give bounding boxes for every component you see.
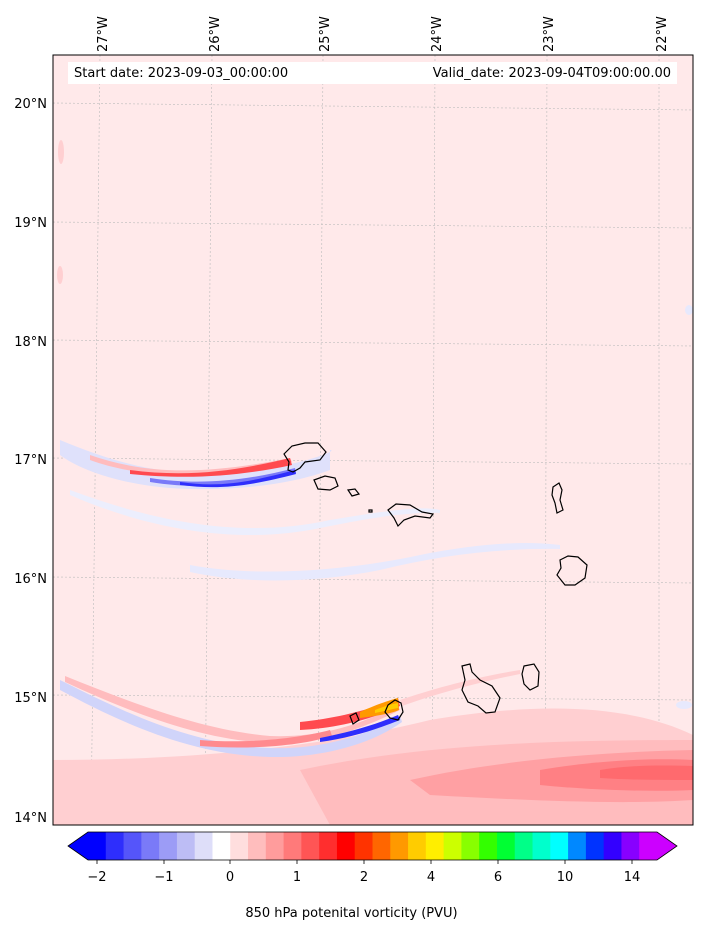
island-santa-luzia (346, 488, 361, 497)
colorbar-segment (248, 832, 267, 860)
coastlines (283, 442, 588, 725)
date-info-box: Start date: 2023-09-03_00:00:00 Valid_da… (68, 62, 677, 84)
lon-label: 23°W (542, 16, 557, 52)
colorbar-tick-label: 10 (556, 870, 574, 885)
colorbar-segment (550, 832, 569, 860)
colorbar-segment (585, 832, 605, 860)
island-sao-nicolau (368, 503, 435, 528)
colorbar-segment (176, 832, 196, 860)
colorbar-outline (67, 831, 678, 861)
colorbar-title: 850 hPa potenital vorticity (PVU) (245, 906, 458, 921)
pv-band-north (60, 440, 560, 581)
colorbar-segment (496, 832, 516, 860)
colorbar-segment (230, 832, 249, 860)
map-background (53, 55, 693, 825)
lat-label: 17°N (14, 453, 47, 468)
colorbar-segment (301, 832, 320, 860)
island-fogo (384, 699, 404, 721)
pv-speckles (57, 140, 693, 709)
colorbar-over-arrow (657, 832, 677, 860)
colorbar-segment (443, 832, 462, 860)
colorbar-segment (212, 832, 231, 860)
colorbar-segment (319, 832, 338, 860)
valid-date-text: Valid_date: 2023-09-04T09:00:00.00 (432, 66, 671, 81)
colorbar-segment (88, 832, 107, 860)
colorbar-segment (514, 832, 534, 860)
colorbar-tick-label: 2 (359, 870, 369, 885)
colorbar-segment (123, 832, 142, 860)
island-santiago (461, 663, 501, 714)
colorbar-segment (461, 832, 480, 860)
lon-label: 25°W (318, 16, 333, 52)
colorbar-tick-label: −1 (154, 870, 174, 885)
colorbar-under-arrow (68, 832, 88, 860)
lat-label: 16°N (14, 572, 47, 587)
colorbar-segment (639, 832, 658, 860)
colorbar-segment (105, 832, 125, 860)
colorbar-segment (372, 832, 391, 860)
island-sao-vicente (313, 475, 339, 491)
colorbar-tick-label: 1 (292, 870, 302, 885)
colorbar-tick-label: 14 (623, 870, 641, 885)
island-santo-antao (283, 442, 327, 473)
colorbar-segment (265, 832, 285, 860)
colorbar-segment (159, 832, 178, 860)
colorbar-tick-label: 6 (493, 870, 503, 885)
island-boa-vista (556, 555, 588, 586)
colorbar-segment (141, 832, 160, 860)
colorbar-segment (283, 832, 302, 860)
map-frame (52, 54, 694, 826)
pv-band-south (60, 670, 520, 758)
colorbar-tick-label: −2 (87, 870, 107, 885)
lat-label: 15°N (14, 691, 47, 706)
lat-label: 14°N (14, 811, 47, 826)
island-maio (521, 663, 540, 691)
colorbar-segment (532, 832, 551, 860)
island-brava (349, 712, 360, 725)
colorbar-segment (408, 832, 427, 860)
colorbar-tick-label: 4 (426, 870, 436, 885)
start-date-text: Start date: 2023-09-03_00:00:00 (74, 66, 289, 81)
colorbar-segment (568, 832, 587, 860)
colorbar-segment (425, 832, 445, 860)
colorbar-segment (336, 832, 356, 860)
colorbar-segment (603, 832, 622, 860)
lat-label: 18°N (14, 335, 47, 350)
lat-label: 20°N (14, 97, 47, 112)
pv-field-south (53, 708, 693, 825)
colorbar-segment (354, 832, 373, 860)
colorbar (67, 831, 678, 864)
island-sal (551, 482, 564, 514)
lat-label: 19°N (14, 216, 47, 231)
colorbar-segment (194, 832, 213, 860)
lon-label: 26°W (208, 16, 223, 52)
lon-label: 27°W (96, 16, 111, 52)
colorbar-segment (390, 832, 409, 860)
colorbar-segment (479, 832, 498, 860)
lon-label: 22°W (655, 16, 670, 52)
colorbar-segment (621, 832, 640, 860)
lon-label: 24°W (430, 16, 445, 52)
colorbar-tick-label: 0 (225, 870, 235, 885)
